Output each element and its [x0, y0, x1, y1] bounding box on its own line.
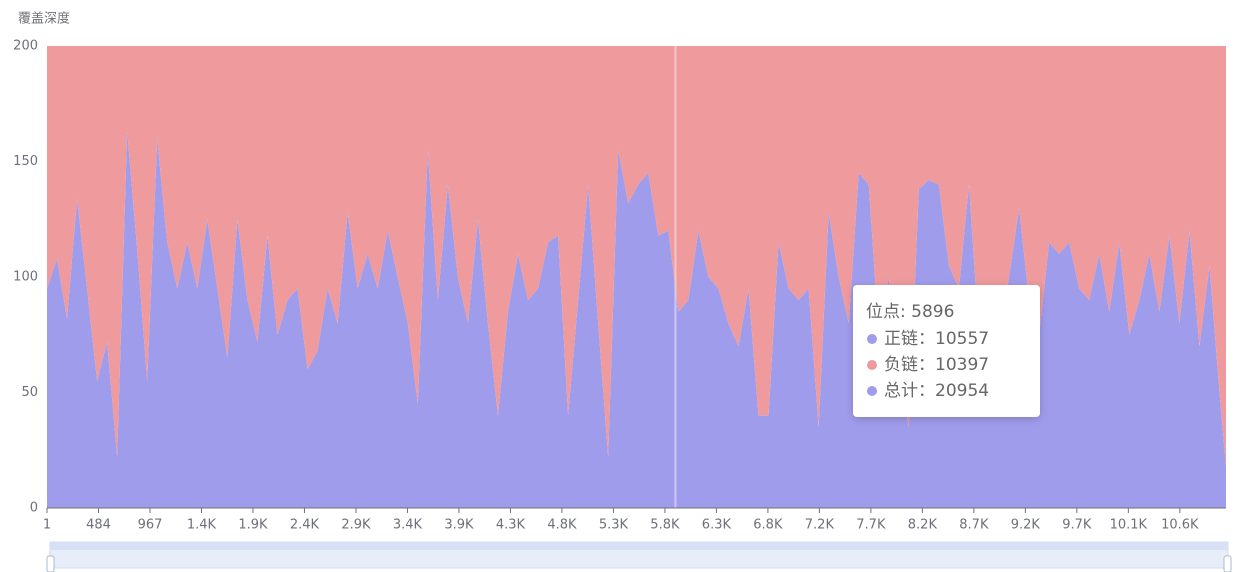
x-tick-label: 5.3K — [599, 518, 629, 533]
tooltip-item-label: 负链： — [884, 355, 935, 375]
x-tick-label: 484 — [86, 518, 111, 533]
tooltip-item-value: 10397 — [935, 355, 989, 375]
tooltip-title: 位点: 5896 — [866, 302, 954, 322]
x-tick-label: 4.8K — [547, 518, 577, 533]
x-tick-label: 10.1K — [1110, 518, 1148, 533]
y-axis-title: 覆盖深度 — [18, 11, 70, 27]
zoom-handle[interactable] — [46, 555, 55, 572]
zoom-handle[interactable] — [1223, 555, 1232, 572]
x-tick-label: 9.2K — [1011, 518, 1041, 533]
tooltip-x: 5896 — [911, 302, 954, 322]
x-tick-label: 7.7K — [856, 518, 886, 533]
tooltip-item-value: 10557 — [935, 329, 989, 349]
zoom-bar[interactable] — [50, 542, 1228, 550]
axes: 0 50 100 150 200 1 484 967 1.4K 1.9K 2.4K 2.9K 3.4K 3… — [13, 39, 1226, 533]
tooltip-marker — [867, 334, 877, 344]
tooltip-box — [853, 285, 1040, 417]
x-tick-label: 967 — [138, 518, 163, 533]
tooltip-item-value: 20954 — [935, 381, 989, 401]
plot-area — [47, 46, 1226, 508]
x-tick-label: 6.8K — [753, 518, 783, 533]
x-tick-label: 3.9K — [444, 518, 474, 533]
x-tick-label: 3.4K — [393, 518, 423, 533]
y-tick-label: 150 — [13, 154, 38, 169]
x-tick-label: 7.2K — [805, 518, 835, 533]
x-tick-label: 9.7K — [1062, 518, 1092, 533]
x-tick-label: 2.4K — [290, 518, 320, 533]
tooltip-x-name: 位点: — [866, 302, 906, 322]
x-tick-label: 4.3K — [496, 518, 526, 533]
y-tick-label: 100 — [13, 270, 38, 285]
tooltip-item: 总计：20954 — [884, 381, 989, 401]
tooltip-marker — [867, 360, 877, 370]
y-tick-label: 50 — [21, 385, 38, 400]
x-tick-label: 8.7K — [959, 518, 989, 533]
x-tick-label: 5.8K — [650, 518, 680, 533]
tooltip-marker — [867, 386, 877, 396]
x-tick-label: 10.6K — [1161, 518, 1199, 533]
x-tick-label: 1.4K — [187, 518, 217, 533]
tooltip-item-label: 总计： — [884, 381, 935, 401]
y-tick-label: 200 — [13, 39, 38, 54]
tooltip-item-label: 正链： — [884, 329, 935, 349]
tooltip-item: 正链：10557 — [884, 329, 989, 349]
x-tick-label: 1 — [43, 518, 51, 533]
y-tick-label: 0 — [30, 501, 38, 516]
x-tick-label: 6.3K — [702, 518, 732, 533]
data-zoom[interactable] — [46, 541, 1232, 572]
x-tick-label: 2.9K — [341, 518, 371, 533]
area — [47, 46, 1226, 467]
tooltip-item: 负链：10397 — [884, 355, 989, 375]
x-tick-label: 1.9K — [238, 518, 268, 533]
x-tick-label: 8.2K — [908, 518, 938, 533]
